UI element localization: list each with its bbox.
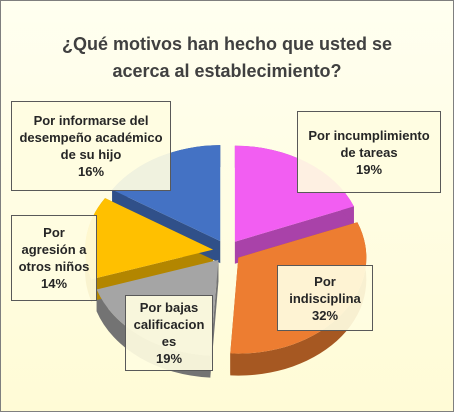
data-label: Por indisciplina 32% — [277, 265, 373, 331]
data-label: Por informarse del desempeño académico d… — [11, 101, 171, 191]
value-label: 32% — [311, 307, 339, 323]
slice — [85, 198, 214, 280]
category-label: Por indisciplina — [289, 273, 361, 306]
category-label: Por informarse del desempeño académico d… — [19, 113, 163, 162]
data-label: Por bajas calificaciones 19% — [125, 295, 213, 371]
data-label: Por incumplimiento de tareas 19% — [297, 111, 441, 193]
value-label: 19% — [355, 161, 383, 177]
chart-title: ¿Qué motivos han hecho que usted se acer… — [61, 34, 393, 81]
slice — [234, 145, 354, 242]
value-label: 14% — [40, 276, 68, 291]
slice-wall — [230, 222, 367, 376]
category-label: Por agresión a otros niños — [18, 225, 90, 274]
value-label: 19% — [155, 351, 183, 366]
value-label: 16% — [77, 164, 105, 179]
category-label: Por incumplimiento de tareas — [308, 127, 430, 160]
slice-side — [234, 206, 354, 264]
data-label: Por agresión a otros niños 14% — [11, 215, 97, 301]
category-label: Por bajas calificaciones — [133, 300, 205, 349]
